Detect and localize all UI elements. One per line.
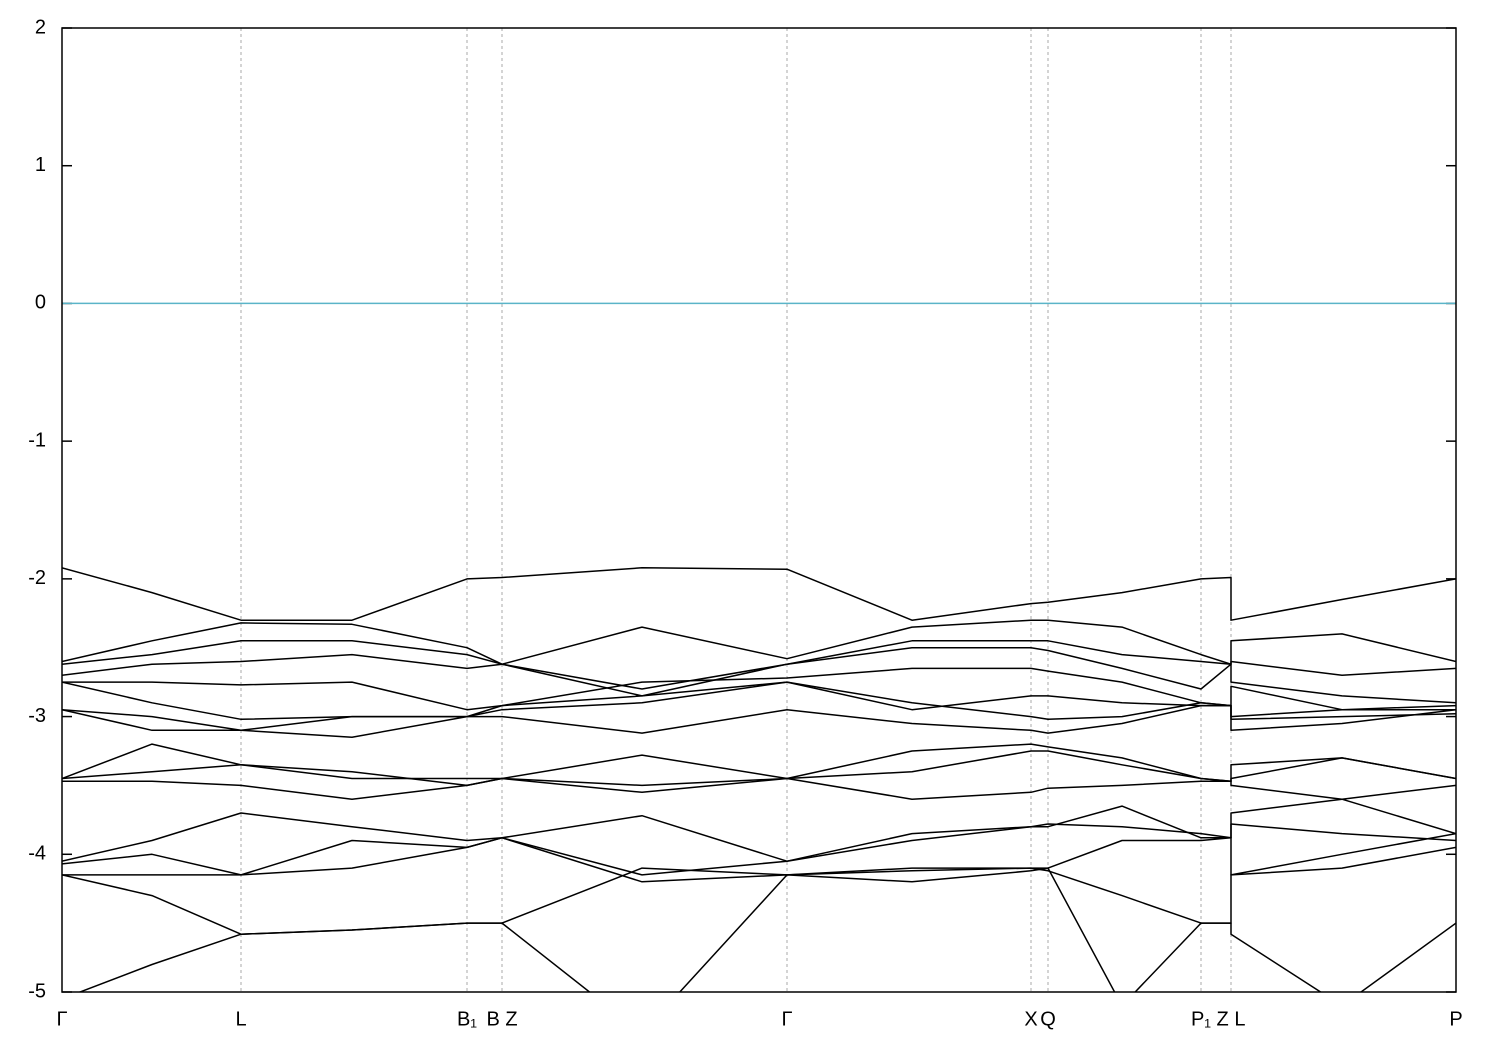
band-line xyxy=(62,846,1456,935)
y-tick-label: -5 xyxy=(28,980,46,1002)
band-line xyxy=(62,798,1456,862)
plot-frame xyxy=(61,27,1457,993)
y-tick-label: 1 xyxy=(35,154,46,176)
band-line xyxy=(62,567,1456,621)
bands xyxy=(62,567,1456,992)
y-tick-label: -1 xyxy=(28,429,46,451)
band-line xyxy=(62,646,1456,704)
y-tick-label: -3 xyxy=(28,705,46,727)
x-tick-label: Z L xyxy=(1217,1008,1246,1030)
band-line xyxy=(62,743,1456,783)
band-line xyxy=(62,640,1456,690)
x-tick-label: X xyxy=(1024,1008,1037,1030)
band-line xyxy=(62,777,1456,800)
x-tick-label: Γ xyxy=(781,1008,792,1030)
x-tick-label: Γ xyxy=(56,1008,67,1030)
band-line xyxy=(62,750,1456,787)
band-line xyxy=(62,667,1456,711)
band-line xyxy=(62,832,1456,883)
x-tick-label: B₁ xyxy=(457,1008,477,1030)
x-tick-label: L xyxy=(235,1008,246,1030)
band-line xyxy=(62,704,1456,738)
y-tick-label: -4 xyxy=(28,843,46,865)
x-tick-label: P₁ xyxy=(1191,1008,1211,1030)
band-line xyxy=(62,681,1456,732)
labels: -5 -4 -3 -2 -1 0 1 2 Γ L B₁ B Z Γ X Q P₁ Z L P xyxy=(28,16,1462,1030)
x-tick-label: B Z xyxy=(486,1008,517,1030)
x-tick-label: P xyxy=(1449,1008,1462,1030)
band-line xyxy=(62,619,1456,665)
band-line xyxy=(77,867,1456,992)
band-line xyxy=(62,823,1456,876)
y-tick-label: 2 xyxy=(35,16,46,38)
grid xyxy=(61,27,1457,993)
y-tick-label: 0 xyxy=(35,292,46,314)
y-tick-label: -2 xyxy=(28,567,46,589)
x-tick-label: Q xyxy=(1040,1008,1056,1030)
